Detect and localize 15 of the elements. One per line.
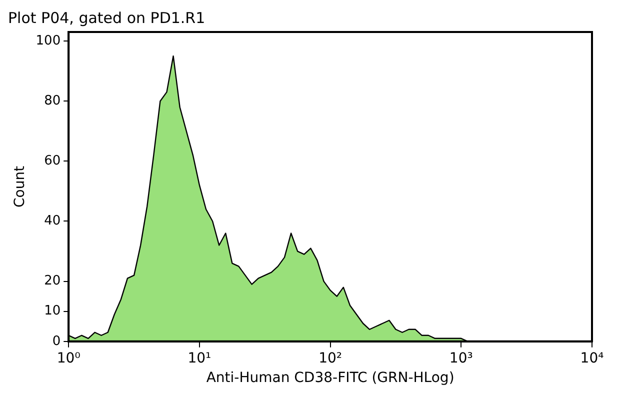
y-tick-label: 60 — [44, 154, 61, 169]
y-axis-title: Count — [12, 165, 28, 208]
y-tick-label: 20 — [44, 274, 61, 289]
x-tick-label: 10⁰ — [56, 350, 81, 366]
x-tick-label: 10⁴ — [580, 350, 604, 366]
x-axis-title: Anti-Human CD38-FITC (GRN-HLog) — [206, 370, 454, 386]
x-tick-label: 10³ — [449, 350, 473, 366]
chart-title: Plot P04, gated on PD1.R1 — [8, 8, 206, 27]
x-tick-label: 10² — [318, 350, 342, 366]
y-tick-label: 100 — [36, 33, 61, 48]
y-tick-label: 10 — [44, 304, 61, 319]
x-tick-label: 10¹ — [188, 350, 212, 366]
y-tick-label: 40 — [44, 214, 61, 229]
y-tick-label: 0 — [52, 334, 61, 349]
y-tick-label: 80 — [44, 93, 61, 108]
